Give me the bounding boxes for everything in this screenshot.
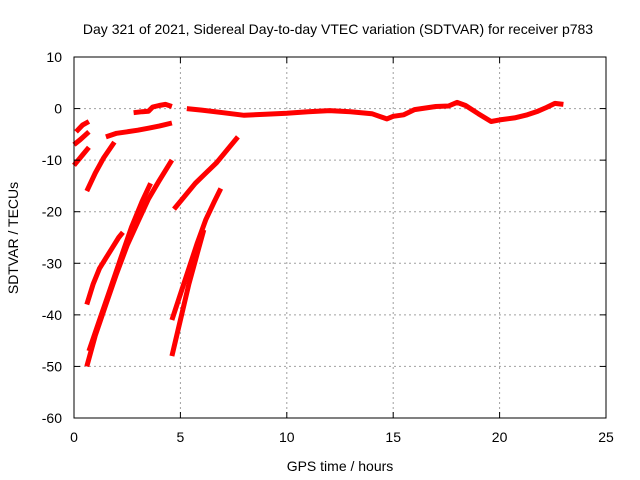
x-tick-label: 15: [385, 429, 401, 445]
y-tick-label: -50: [42, 358, 62, 374]
x-tick-label: 20: [492, 429, 508, 445]
series-arc-a: [72, 129, 91, 147]
series-arc-d: [84, 140, 117, 193]
series-arc-k: [169, 187, 224, 321]
x-tick-label: 25: [598, 429, 614, 445]
axis-ticks: [73, 56, 607, 419]
series-arc-f: [133, 101, 173, 116]
series-arc-j: [172, 135, 240, 211]
series-arc-b: [74, 119, 91, 134]
data-series: [72, 99, 564, 368]
x-tick-label: 0: [70, 429, 78, 445]
y-tick-labels: 10 0 -10 -20 -30 -40 -50 -60: [42, 49, 62, 426]
y-tick-label: -60: [42, 410, 62, 426]
y-tick-label: -40: [42, 307, 62, 323]
y-tick-label: 0: [54, 101, 62, 117]
x-tick-label: 5: [177, 429, 185, 445]
x-axis-label: GPS time / hours: [287, 458, 394, 474]
x-tick-label: 10: [279, 429, 295, 445]
series-arc-g: [84, 230, 125, 306]
x-tick-labels: 0 5 10 15 20 25: [70, 429, 614, 445]
series-arc-i: [86, 182, 153, 352]
series-arc-e: [105, 120, 173, 140]
y-tick-label: -30: [42, 255, 62, 271]
y-tick-label: -10: [42, 152, 62, 168]
y-axis-label: SDTVAR / TECUs: [5, 182, 21, 294]
chart-title: Day 321 of 2021, Sidereal Day-to-day VTE…: [83, 21, 593, 37]
plot-frame: [73, 56, 607, 419]
y-tick-label: -20: [42, 204, 62, 220]
series-arc-m: [186, 99, 564, 124]
series-arc-c: [72, 145, 91, 167]
y-tick-label: 10: [46, 49, 62, 65]
series-arc-l: [169, 229, 207, 357]
